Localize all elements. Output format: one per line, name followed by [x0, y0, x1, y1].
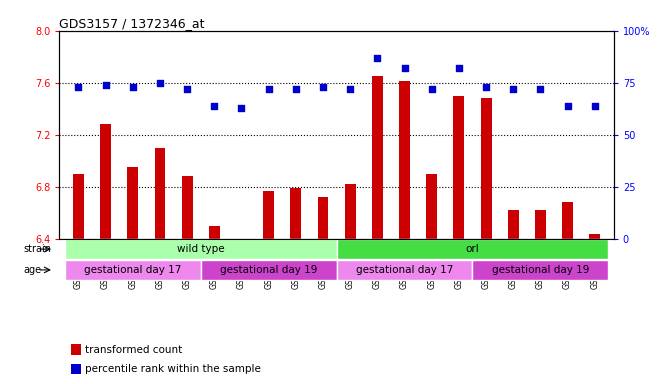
Point — [508, 86, 519, 92]
Text: GDS3157 / 1372346_at: GDS3157 / 1372346_at — [59, 17, 205, 30]
Bar — [562, 202, 573, 239]
Bar — [337, 260, 473, 280]
Point — [182, 86, 193, 92]
Bar — [100, 124, 111, 239]
Bar — [508, 210, 519, 239]
Point — [100, 82, 111, 88]
Point — [73, 84, 84, 90]
Bar — [73, 174, 84, 239]
Point — [263, 86, 274, 92]
Point — [589, 103, 600, 109]
Point — [154, 79, 165, 86]
Point — [209, 103, 220, 109]
Text: gestational day 19: gestational day 19 — [492, 265, 589, 275]
Point — [426, 86, 437, 92]
Text: gestational day 17: gestational day 17 — [84, 265, 182, 275]
Bar — [399, 81, 410, 239]
Bar — [317, 197, 329, 239]
Bar — [127, 167, 138, 239]
Point — [480, 84, 491, 90]
Bar — [65, 239, 337, 259]
Bar — [201, 260, 337, 280]
Bar — [426, 174, 437, 239]
Bar — [589, 233, 600, 239]
Point — [345, 86, 356, 92]
Bar — [209, 226, 220, 239]
Point — [562, 103, 573, 109]
Point — [399, 65, 410, 71]
Text: gestational day 17: gestational day 17 — [356, 265, 453, 275]
Bar — [535, 210, 546, 239]
Point — [290, 86, 301, 92]
Bar — [290, 188, 301, 239]
Bar — [263, 190, 274, 239]
Point — [453, 65, 464, 71]
Text: percentile rank within the sample: percentile rank within the sample — [84, 364, 261, 374]
Bar — [154, 148, 166, 239]
Text: orl: orl — [465, 244, 479, 254]
Bar — [182, 176, 193, 239]
Bar — [453, 96, 465, 239]
Text: strain: strain — [23, 244, 51, 254]
Point — [236, 104, 247, 111]
Point — [372, 55, 383, 61]
Point — [317, 84, 328, 90]
Bar — [473, 260, 609, 280]
Text: gestational day 19: gestational day 19 — [220, 265, 317, 275]
Point — [127, 84, 138, 90]
Bar — [337, 239, 609, 259]
Point — [535, 86, 546, 92]
Bar — [71, 364, 81, 374]
Bar — [345, 184, 356, 239]
Bar — [480, 98, 492, 239]
Bar — [372, 76, 383, 239]
Text: age: age — [23, 265, 42, 275]
Bar — [71, 344, 81, 355]
Text: transformed count: transformed count — [84, 345, 182, 355]
Text: wild type: wild type — [177, 244, 224, 254]
Bar — [65, 260, 201, 280]
